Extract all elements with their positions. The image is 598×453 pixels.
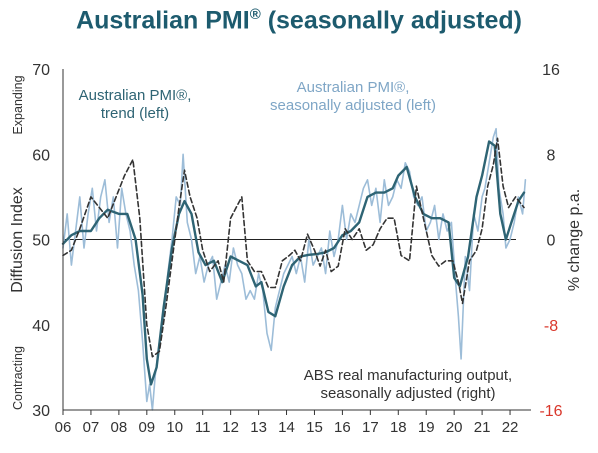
- expanding-label: Expanding: [11, 75, 25, 134]
- x-tick-label: 12: [222, 419, 239, 436]
- x-tick-label: 22: [502, 419, 519, 436]
- x-tick-label: 13: [250, 419, 267, 436]
- x-tick-label: 08: [111, 419, 128, 436]
- x-tick-label: 15: [306, 419, 323, 436]
- x-tick-label: 11: [195, 419, 211, 436]
- left-tick-label: 70: [32, 62, 50, 79]
- chart-title-suffix: (seasonally adjusted): [260, 6, 522, 35]
- right-tick-label: 8: [547, 147, 556, 164]
- right-tick-label: 0: [547, 233, 556, 250]
- y-axis-label-left: Diffusion Index: [9, 187, 26, 293]
- abs-annotation-line1: ABS real manufacturing output,: [304, 367, 512, 384]
- left-tick-label: 30: [32, 403, 50, 420]
- y-axis-label-right: % change p.a.: [566, 189, 583, 291]
- right-tick-label: -8: [544, 318, 558, 335]
- trend-annotation-line2: trend (left): [101, 105, 169, 122]
- x-tick-label: 17: [362, 419, 379, 436]
- x-tick-label: 20: [446, 419, 463, 436]
- contracting-label: Contracting: [11, 346, 25, 410]
- x-tick-label: 14: [278, 419, 295, 436]
- seasonal-annotation-line1: Australian PMI®,: [297, 79, 410, 96]
- x-tick-label: 09: [138, 419, 155, 436]
- x-tick-label: 10: [166, 419, 183, 436]
- right-tick-labels: 16 8 0 -8 -16: [539, 62, 562, 420]
- x-tick-label: 21: [474, 419, 491, 436]
- x-tick-labels: 06 07 08 09 10 11 12 13 14 15 16 17 18 19 20 21 22: [55, 419, 519, 436]
- chart-title: Australian PMI® (seasonally adjusted): [0, 6, 598, 35]
- seasonal-annotation-line2: seasonally adjusted (left): [270, 97, 436, 114]
- x-tick-label: 19: [418, 419, 435, 436]
- abs-annotation-line2: seasonally adjusted (right): [320, 385, 495, 402]
- x-tick-label: 07: [83, 419, 100, 436]
- left-tick-labels: 30 40 50 60 70: [32, 62, 50, 420]
- annotations: Australian PMI®,trend (left)Australian P…: [79, 79, 513, 402]
- x-tick-label: 06: [55, 419, 72, 436]
- series-layer: [61, 127, 527, 411]
- right-tick-label: 16: [542, 62, 560, 79]
- x-tick-label: 18: [390, 419, 407, 436]
- registered-mark: ®: [249, 6, 261, 23]
- left-tick-label: 50: [32, 233, 50, 250]
- abs-output-series-line: [62, 137, 525, 358]
- trend-annotation-line1: Australian PMI®,: [79, 87, 192, 104]
- chart-title-main: Australian PMI: [76, 6, 250, 35]
- right-tick-label: -16: [539, 403, 562, 420]
- left-tick-label: 40: [32, 318, 50, 335]
- axes: [62, 69, 531, 415]
- left-tick-label: 60: [32, 147, 50, 164]
- x-tick-label: 16: [334, 419, 351, 436]
- axis-labels: Diffusion Index Expanding Contracting % cha…: [9, 75, 583, 410]
